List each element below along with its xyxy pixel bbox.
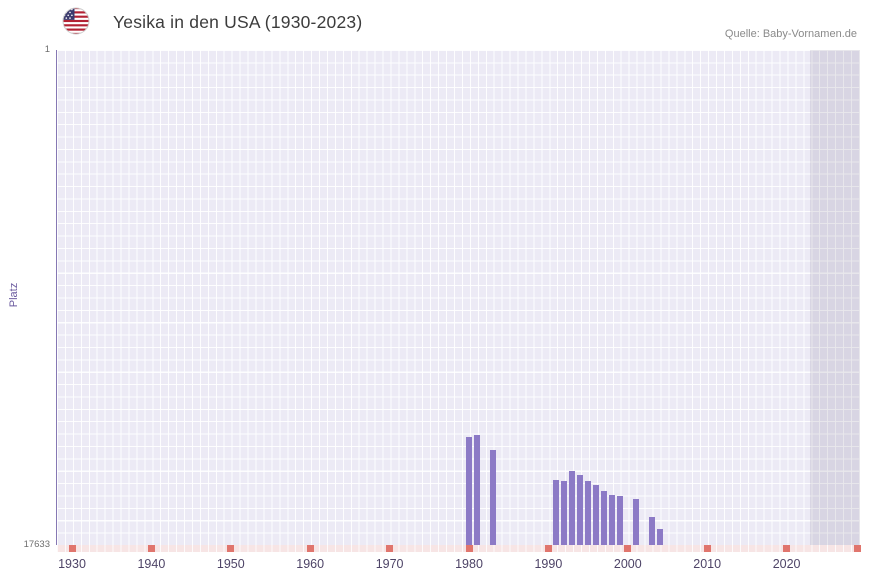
decade-tick-mark xyxy=(624,545,632,552)
x-tick-label-2020: 2020 xyxy=(772,557,801,571)
bar-1993 xyxy=(569,471,576,545)
bar-2004 xyxy=(656,528,663,545)
bar-1996 xyxy=(593,485,600,545)
x-tick-label-2000: 2000 xyxy=(613,557,642,571)
bar-2001 xyxy=(632,499,639,545)
x-tick-label-1950: 1950 xyxy=(216,557,245,571)
decade-tick-mark xyxy=(783,545,791,552)
source-label: Quelle: Baby-Vornamen.de xyxy=(724,28,857,40)
y-axis-title: Platz xyxy=(8,282,20,308)
bar-1995 xyxy=(585,480,592,545)
decade-tick-mark xyxy=(68,545,76,552)
decade-tick-mark xyxy=(465,545,473,552)
x-tick-label-2010: 2010 xyxy=(693,557,722,571)
bar-1998 xyxy=(608,494,615,545)
bar-1997 xyxy=(600,490,607,545)
x-tick-label-1980: 1980 xyxy=(455,557,483,571)
x-tick-label-1990: 1990 xyxy=(534,557,563,571)
decade-tick-mark xyxy=(544,545,552,552)
bar-1992 xyxy=(561,480,568,545)
bar-2003 xyxy=(648,517,655,545)
page-title: Yesika in den USA (1930-2023) xyxy=(113,12,363,32)
x-tick-label-1940: 1940 xyxy=(137,557,166,571)
plot-area xyxy=(57,50,860,545)
y-axis-max-label: 1 xyxy=(44,44,50,55)
x-tick-label-1960: 1960 xyxy=(296,557,325,571)
x-tick-label-1930: 1930 xyxy=(58,557,86,571)
baseline-strip xyxy=(57,545,861,552)
x-tick-label-1970: 1970 xyxy=(375,557,404,571)
decade-tick-mark xyxy=(386,545,394,552)
future-years-shaded-region xyxy=(810,50,860,545)
decade-tick-mark xyxy=(306,545,314,552)
bar-1980 xyxy=(466,437,472,545)
bar-1981 xyxy=(473,434,480,545)
decade-tick-mark xyxy=(703,545,711,552)
decade-tick-mark xyxy=(227,545,235,552)
decade-tick-mark xyxy=(854,545,861,552)
bar-1994 xyxy=(577,475,584,545)
bar-1983 xyxy=(489,450,496,545)
y-axis-min-label: 17633 xyxy=(23,539,50,550)
us-flag-icon xyxy=(62,7,90,35)
bars-layer xyxy=(57,50,860,545)
bar-1991 xyxy=(553,479,560,545)
bar-1999 xyxy=(616,496,623,545)
decade-tick-mark xyxy=(147,545,155,552)
